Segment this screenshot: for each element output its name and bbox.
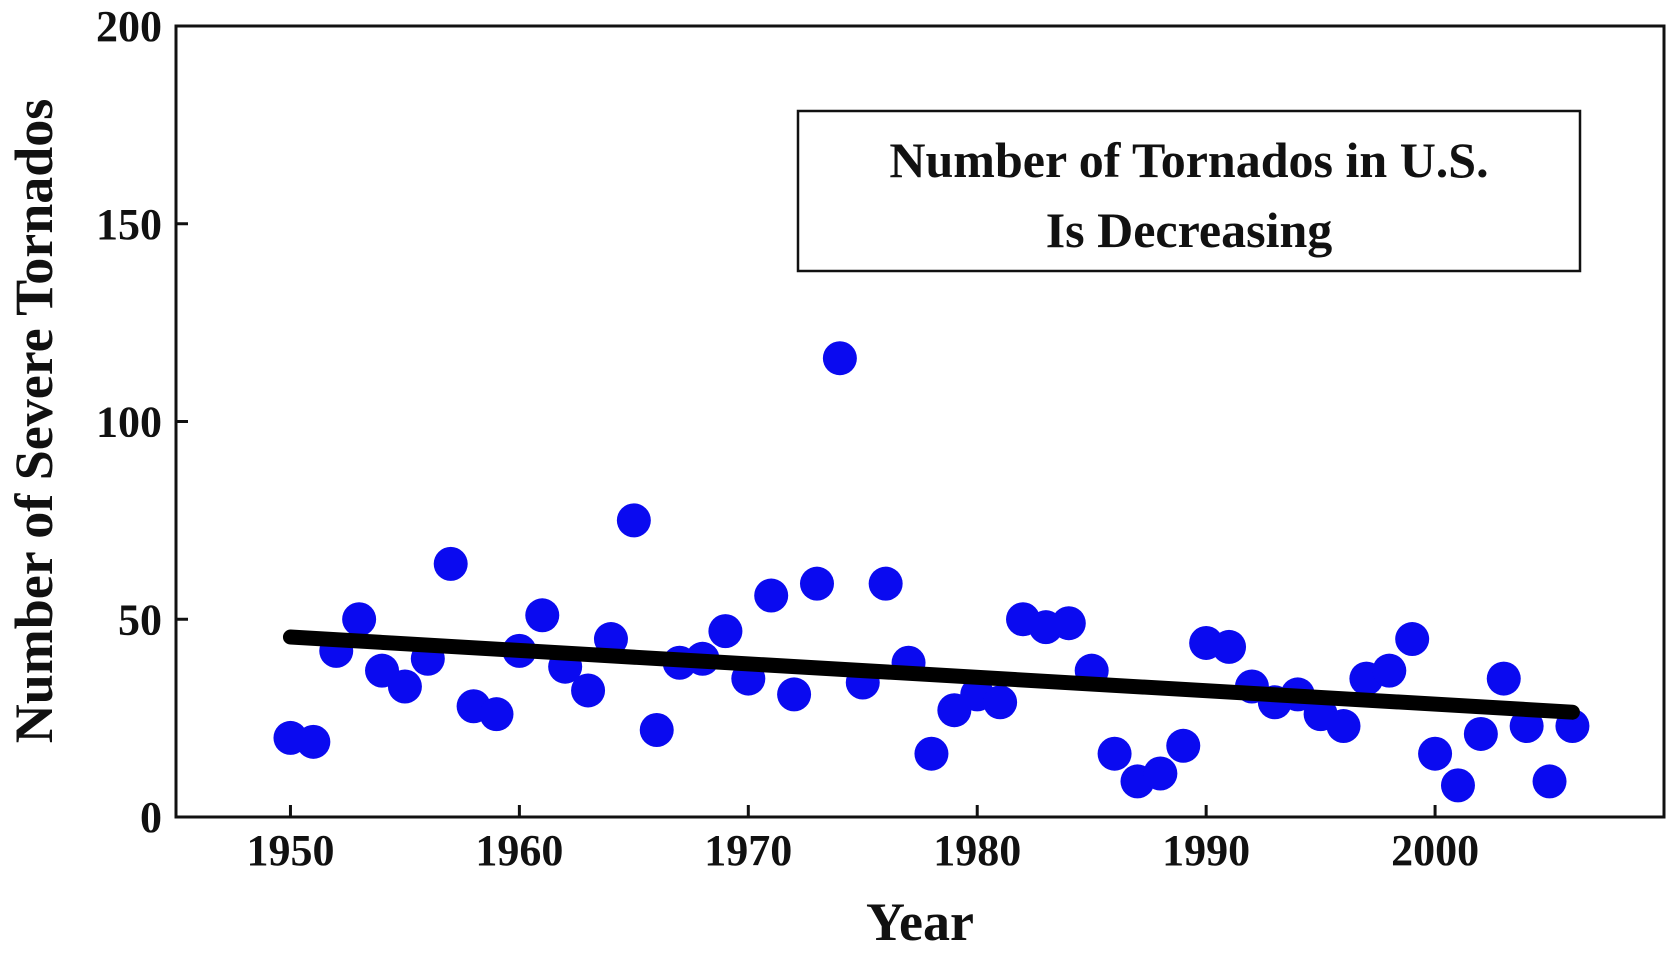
trend-line: [282, 629, 1580, 720]
data-point: [1418, 736, 1453, 771]
x-tick-label: 1970: [704, 826, 792, 875]
data-point: [754, 578, 789, 613]
data-point: [1097, 736, 1132, 771]
data-point: [616, 503, 651, 538]
data-point: [479, 697, 514, 732]
data-point: [822, 341, 857, 376]
data-point: [777, 677, 812, 712]
x-tick-label: 1960: [475, 826, 563, 875]
y-axis-ticks: 0 50 100 150 200: [96, 2, 188, 842]
data-points: [273, 341, 1590, 803]
data-point: [571, 673, 606, 708]
data-point: [983, 685, 1018, 720]
x-axis-ticks: 1950 1960 1970 1980 1990 2000: [246, 805, 1479, 875]
annotation-line-1: Number of Tornados in U.S.: [889, 132, 1488, 188]
data-point: [387, 669, 422, 704]
data-point: [342, 602, 377, 637]
y-tick-label: 100: [96, 398, 162, 447]
data-point: [1212, 629, 1247, 664]
y-tick-label: 0: [140, 793, 162, 842]
data-point: [1463, 716, 1498, 751]
data-point: [1143, 756, 1178, 791]
data-point: [639, 712, 674, 747]
data-point: [1440, 768, 1475, 803]
x-tick-label: 1990: [1162, 826, 1250, 875]
x-tick-label: 1950: [246, 826, 334, 875]
data-point: [1051, 606, 1086, 641]
data-point: [708, 614, 743, 649]
data-point: [593, 622, 628, 657]
data-point: [1532, 764, 1567, 799]
data-point: [296, 724, 331, 759]
x-tick-label: 2000: [1391, 826, 1479, 875]
data-point: [914, 736, 949, 771]
data-point: [1372, 653, 1407, 688]
y-tick-label: 50: [118, 595, 162, 644]
y-axis-title: Number of Severe Tornados: [4, 99, 64, 744]
y-tick-label: 200: [96, 2, 162, 51]
annotation-line-2: Is Decreasing: [1046, 202, 1333, 258]
data-point: [868, 566, 903, 601]
annotation-box: [796, 109, 1582, 273]
data-point: [433, 546, 468, 581]
data-point: [1395, 622, 1430, 657]
x-axis-title: Year: [866, 892, 974, 952]
data-point: [1326, 709, 1361, 744]
x-tick-label: 1980: [933, 826, 1021, 875]
data-point: [1166, 728, 1201, 763]
data-point: [525, 598, 560, 633]
data-point: [1486, 661, 1521, 696]
y-tick-label: 150: [96, 200, 162, 249]
data-point: [799, 566, 834, 601]
data-point: [1509, 709, 1544, 744]
